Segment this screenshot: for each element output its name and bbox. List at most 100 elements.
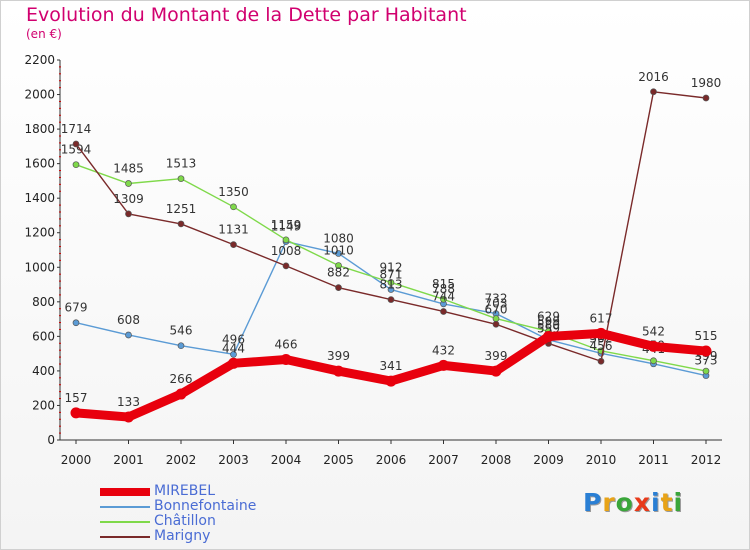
x-tick-label: 2008 [481,453,512,467]
legend-swatch [100,535,150,538]
data-point-marigny [230,241,237,248]
data-label-marigny: 456 [590,339,613,353]
y-tick-label: 0 [47,433,55,447]
x-tick-label: 2000 [61,453,92,467]
data-label-bonnefontaine: 373 [695,354,718,368]
data-point-mirebel [543,331,554,343]
data-point-bonnefontaine [125,331,132,339]
data-point-chatillon [650,357,657,365]
x-tick-label: 2011 [638,453,669,467]
data-point-chatillon [387,279,395,286]
data-label-chatillon: 1159 [271,218,302,232]
legend-label: Châtillon [154,513,216,529]
y-tick-label: 1800 [24,122,55,136]
logo-letter: P [583,488,603,517]
data-label-bonnefontaine: 871 [380,268,403,282]
legend-item-mirebel: MIREBEL [100,484,256,499]
data-point-marigny [597,357,605,365]
y-tick-label: 200 [32,398,55,412]
data-label-bonnefontaine: 1080 [323,231,354,245]
data-point-marigny [702,94,710,102]
x-tick-label: 2012 [691,453,722,467]
data-label-chatillon: 703 [485,297,508,311]
data-label-bonnefontaine: 608 [117,313,140,327]
data-point-marigny [282,262,290,270]
data-point-mirebel [648,340,659,352]
legend: MIREBEL Bonnefontaine Châtillon Marigny [100,484,256,544]
data-label-marigny: 1251 [166,202,197,216]
data-label-chatillon: 1010 [323,244,354,258]
data-label-mirebel: 466 [275,338,298,352]
data-label-bonnefontaine: 580 [537,318,560,332]
data-point-marigny [335,284,342,292]
data-label-bonnefontaine: 496 [222,332,245,346]
data-point-bonnefontaine [72,319,80,327]
data-point-mirebel [385,375,397,387]
x-tick-label: 2007 [428,453,459,467]
data-point-chatillon [282,236,290,244]
data-label-mirebel: 542 [642,324,665,338]
data-label-bonnefontaine: 788 [432,282,455,296]
chart-title: Evolution du Montant de la Dette par Hab… [26,4,467,26]
data-label-mirebel: 515 [695,329,718,343]
y-tick-label: 400 [32,364,55,378]
data-point-chatillon [230,203,237,211]
data-label-mirebel: 157 [65,391,88,405]
data-label-chatillon: 1513 [166,157,197,171]
unit-label: (en €) [26,27,62,41]
data-point-marigny [125,210,132,218]
x-tick-label: 2003 [218,453,249,467]
x-tick-label: 2005 [323,453,354,467]
data-label-marigny: 1309 [113,192,144,206]
logo-letter: o [615,488,634,517]
data-label-mirebel: 432 [432,343,455,357]
data-point-bonnefontaine [387,286,395,293]
data-label-mirebel: 617 [590,311,613,325]
data-point-marigny [492,320,500,328]
x-tick-label: 2004 [271,453,302,467]
legend-label: Marigny [154,528,211,544]
data-label-bonnefontaine: 546 [170,324,193,338]
legend-item-bonnefontaine: Bonnefontaine [100,499,256,514]
legend-label: Bonnefontaine [154,498,257,514]
y-tick-label: 1400 [24,191,55,205]
data-point-mirebel [700,345,712,357]
data-point-mirebel [438,359,449,371]
data-point-mirebel [490,365,502,377]
logo-letter: x [633,488,651,517]
legend-swatch [100,487,150,496]
data-label-marigny: 1131 [218,223,249,237]
y-tick-label: 2200 [24,53,55,67]
data-point-chatillon [492,315,500,322]
y-tick-label: 1200 [24,226,55,240]
data-point-mirebel [333,365,344,377]
data-point-mirebel [70,407,82,419]
data-label-bonnefontaine: 1149 [271,220,302,234]
data-point-bonnefontaine [335,250,342,257]
data-point-marigny [387,296,395,303]
legend-item-chatillon: Châtillon [100,514,256,529]
data-point-chatillon [125,180,132,187]
data-point-mirebel [228,357,239,369]
data-label-mirebel: 341 [380,359,403,373]
data-label-marigny: 670 [485,302,508,316]
data-point-chatillon [335,262,342,269]
data-label-mirebel: 399 [327,349,350,363]
x-tick-label: 2010 [586,453,617,467]
logo-letter: r [602,488,616,517]
data-point-marigny [177,220,185,228]
data-label-marigny: 744 [432,289,455,303]
y-tick-label: 1600 [24,157,55,171]
data-label-mirebel: 266 [170,372,193,386]
data-point-bonnefontaine [177,342,185,350]
data-point-mirebel [175,388,187,400]
data-point-bonnefontaine [230,350,237,358]
legend-swatch [100,520,150,523]
y-tick-label: 800 [32,295,55,309]
legend-item-marigny: Marigny [100,529,256,544]
data-label-bonnefontaine: 679 [65,301,88,315]
proxiti-logo: Proxiti [583,488,683,517]
x-tick-label: 2006 [376,453,407,467]
y-tick-label: 1000 [24,260,55,274]
